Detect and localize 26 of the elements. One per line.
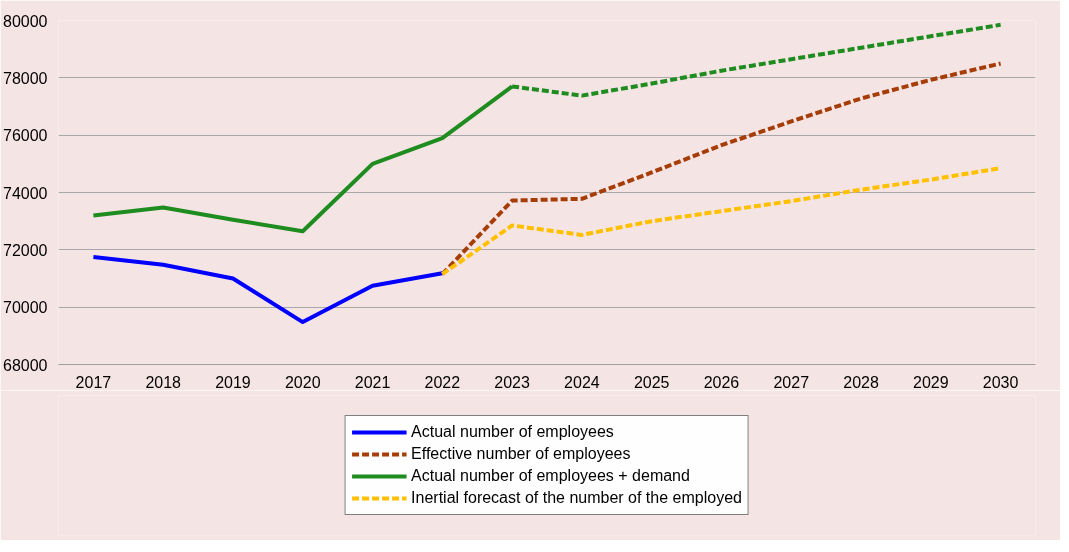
x-tick-label: 2026 [703,373,740,391]
y-tick-label: 80000 [3,12,48,30]
x-tick-label: 2020 [284,373,321,391]
legend-label: Actual number of employees [411,423,614,441]
x-tick-label: 2025 [633,373,670,391]
x-tick-label: 2023 [494,373,531,391]
legend-label: Actual number of employees + demand [411,467,690,485]
x-tick-label: 2030 [982,373,1019,391]
legend-label: Inertial forecast of the number of the employed [411,489,742,507]
y-tick-label: 74000 [3,184,48,202]
line-series [91,255,445,325]
y-tick-label: 70000 [3,299,48,317]
x-tick-label: 2027 [773,373,810,391]
x-tick-label: 2019 [215,373,251,391]
x-tick-label: 2028 [843,373,879,391]
legend-label: Effective number of employees [411,445,631,463]
y-tick-label: 72000 [3,241,48,259]
x-tick-label: 2021 [354,373,391,391]
x-tick-label: 2024 [564,373,600,391]
y-tick-label: 76000 [3,127,48,145]
y-tick-label: 68000 [3,356,48,374]
x-tick-label: 2017 [75,373,112,391]
x-tick-label: 2018 [145,373,182,391]
x-tick-label: 2022 [424,373,461,391]
x-tick-label: 2029 [913,373,949,391]
y-tick-label: 78000 [3,69,48,87]
